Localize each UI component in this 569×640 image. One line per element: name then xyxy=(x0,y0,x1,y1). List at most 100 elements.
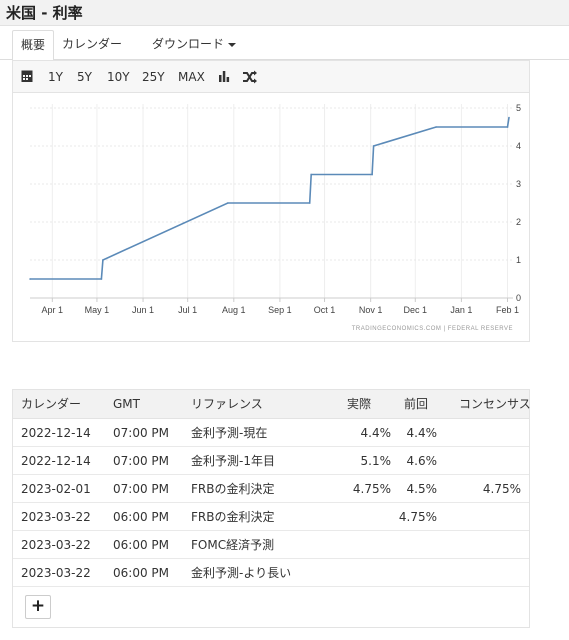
header-reference: リファレンス xyxy=(191,397,263,411)
header-consensus: コンセンサス xyxy=(459,397,531,411)
cell-reference[interactable]: 金利予測-より長い xyxy=(191,566,292,580)
chart-gridlines xyxy=(30,104,513,299)
cell-date: 2022-12-14 xyxy=(21,426,91,440)
table-header: カレンダー GMT リファレンス 実際 前回 コンセンサス xyxy=(13,390,531,419)
cell-time: 07:00 PM xyxy=(113,482,169,496)
y-tick-label: 3 xyxy=(516,179,521,189)
cell-actual xyxy=(343,559,391,587)
cell-reference[interactable]: FOMC経済予測 xyxy=(191,538,275,552)
x-tick-label: Sep 1 xyxy=(268,305,292,315)
cell-reference[interactable]: FRBの金利決定 xyxy=(191,510,275,524)
series-point xyxy=(100,278,103,280)
add-button[interactable]: + xyxy=(25,595,51,619)
x-tick-label: Apr 1 xyxy=(42,305,64,315)
cell-time: 06:00 PM xyxy=(113,538,169,552)
x-tick-label: Jun 1 xyxy=(132,305,154,315)
cell-previous: 4.6% xyxy=(406,454,438,468)
cell-reference[interactable]: 金利予測-現在 xyxy=(191,426,268,440)
table-row: 2023-03-22 06:00 PM FRBの金利決定 4.75% xyxy=(13,503,529,531)
tab-calendar[interactable]: カレンダー xyxy=(62,37,123,51)
chart-panel: 1Y 5Y 10Y 25Y MAX Apr 1 May 1 Jun 1 Jul 1 Au… xyxy=(12,60,530,342)
header-actual: 実際 xyxy=(347,397,372,411)
cell-reference[interactable]: FRBの金利決定 xyxy=(191,482,275,496)
bar-chart-icon[interactable] xyxy=(218,61,230,93)
cell-time: 07:00 PM xyxy=(113,454,169,468)
cell-date: 2023-03-22 xyxy=(21,566,91,580)
cell-date: 2023-02-01 xyxy=(21,482,91,496)
cell-previous: 4.75% xyxy=(398,510,437,524)
range-10y-button[interactable]: 10Y xyxy=(107,70,130,84)
x-tick-label: Dec 1 xyxy=(404,305,428,315)
chart-toolbar: 1Y 5Y 10Y 25Y MAX xyxy=(13,61,529,93)
header-calendar: カレンダー xyxy=(21,397,82,411)
chart-source-label: TRADINGECONOMICS.COM | FEDERAL RESERVE xyxy=(352,326,513,332)
cell-date: 2023-03-22 xyxy=(21,510,91,524)
cell-previous xyxy=(393,559,437,587)
cell-consensus: 4.75% xyxy=(482,482,521,496)
cell-time: 07:00 PM xyxy=(113,426,169,440)
cell-actual xyxy=(343,531,391,559)
series-point xyxy=(308,202,311,204)
y-axis-ticks: 0 1 2 3 4 5 xyxy=(516,103,521,303)
y-tick-label: 4 xyxy=(516,141,521,151)
range-5y-button[interactable]: 5Y xyxy=(77,70,92,84)
x-tick-label: Aug 1 xyxy=(222,305,246,315)
chevron-down-icon xyxy=(228,42,237,47)
calendar-table: カレンダー GMT リファレンス 実際 前回 コンセンサス 2022-12-14… xyxy=(12,389,531,628)
cell-consensus xyxy=(463,419,521,447)
chart-series xyxy=(29,116,510,280)
cell-reference[interactable]: 金利予測-1年目 xyxy=(191,454,275,468)
shuffle-icon[interactable] xyxy=(243,61,257,93)
cell-actual: 4.75% xyxy=(352,482,391,496)
x-tick-label: Feb 1 xyxy=(496,305,519,315)
table-row: 2022-12-14 07:00 PM 金利予測-現在 4.4% 4.4% xyxy=(13,419,529,447)
series-point xyxy=(371,173,373,176)
table-row: 2023-03-22 06:00 PM FOMC経済予測 xyxy=(13,531,529,559)
x-tick-label: Oct 1 xyxy=(314,305,336,315)
cell-time: 06:00 PM xyxy=(113,510,169,524)
interest-rate-chart: Apr 1 May 1 Jun 1 Jul 1 Aug 1 Sep 1 Oct 1 Nov 1… xyxy=(29,103,521,332)
series-point xyxy=(508,116,510,119)
cell-consensus xyxy=(463,531,521,559)
tab-bar: 概要 カレンダー ダウンロード xyxy=(0,26,569,61)
cell-date: 2022-12-14 xyxy=(21,454,91,468)
cell-actual: 5.1% xyxy=(360,454,392,468)
page-title: 米国 - 利率 xyxy=(0,0,569,26)
header-gmt: GMT xyxy=(113,397,140,411)
range-25y-button[interactable]: 25Y xyxy=(142,70,165,84)
header-previous: 前回 xyxy=(404,397,429,411)
series-line xyxy=(30,117,510,280)
y-tick-label: 2 xyxy=(516,217,521,227)
table-row: 2022-12-14 07:00 PM 金利予測-1年目 5.1% 4.6% xyxy=(13,447,529,475)
series-point xyxy=(506,126,509,128)
tab-overview[interactable]: 概要 xyxy=(12,30,54,61)
tab-download[interactable]: ダウンロード xyxy=(152,30,237,61)
cell-consensus xyxy=(463,559,521,587)
series-point xyxy=(227,202,229,204)
cell-consensus xyxy=(463,503,521,531)
cell-previous: 4.5% xyxy=(406,482,438,496)
cell-actual: 4.4% xyxy=(360,426,392,440)
cell-previous xyxy=(393,531,437,559)
y-tick-label: 1 xyxy=(516,255,521,265)
table-row: 2023-03-22 06:00 PM 金利予測-より長い xyxy=(13,559,529,587)
shuffle-icon-svg xyxy=(243,70,257,84)
table-row: 2023-02-01 07:00 PM FRBの金利決定 4.75% 4.5% 4.75% xyxy=(13,475,529,503)
cell-actual xyxy=(343,503,391,531)
series-point xyxy=(372,145,375,147)
calendar-icon-svg xyxy=(21,70,33,82)
series-point xyxy=(310,173,313,176)
x-tick-label: Nov 1 xyxy=(359,305,383,315)
y-tick-label: 5 xyxy=(516,103,521,113)
series-point xyxy=(29,278,31,280)
series-point xyxy=(435,126,437,128)
x-tick-label: Jan 1 xyxy=(450,305,472,315)
range-max-button[interactable]: MAX xyxy=(178,70,205,84)
cell-consensus xyxy=(463,447,521,475)
calendar-icon[interactable] xyxy=(21,61,33,93)
cell-previous: 4.4% xyxy=(406,426,438,440)
range-1y-button[interactable]: 1Y xyxy=(48,70,63,84)
cell-time: 06:00 PM xyxy=(113,566,169,580)
x-axis-ticks: Apr 1 May 1 Jun 1 Jul 1 Aug 1 Sep 1 Oct 1 Nov 1… xyxy=(42,298,519,315)
tab-download-label: ダウンロード xyxy=(152,37,225,51)
